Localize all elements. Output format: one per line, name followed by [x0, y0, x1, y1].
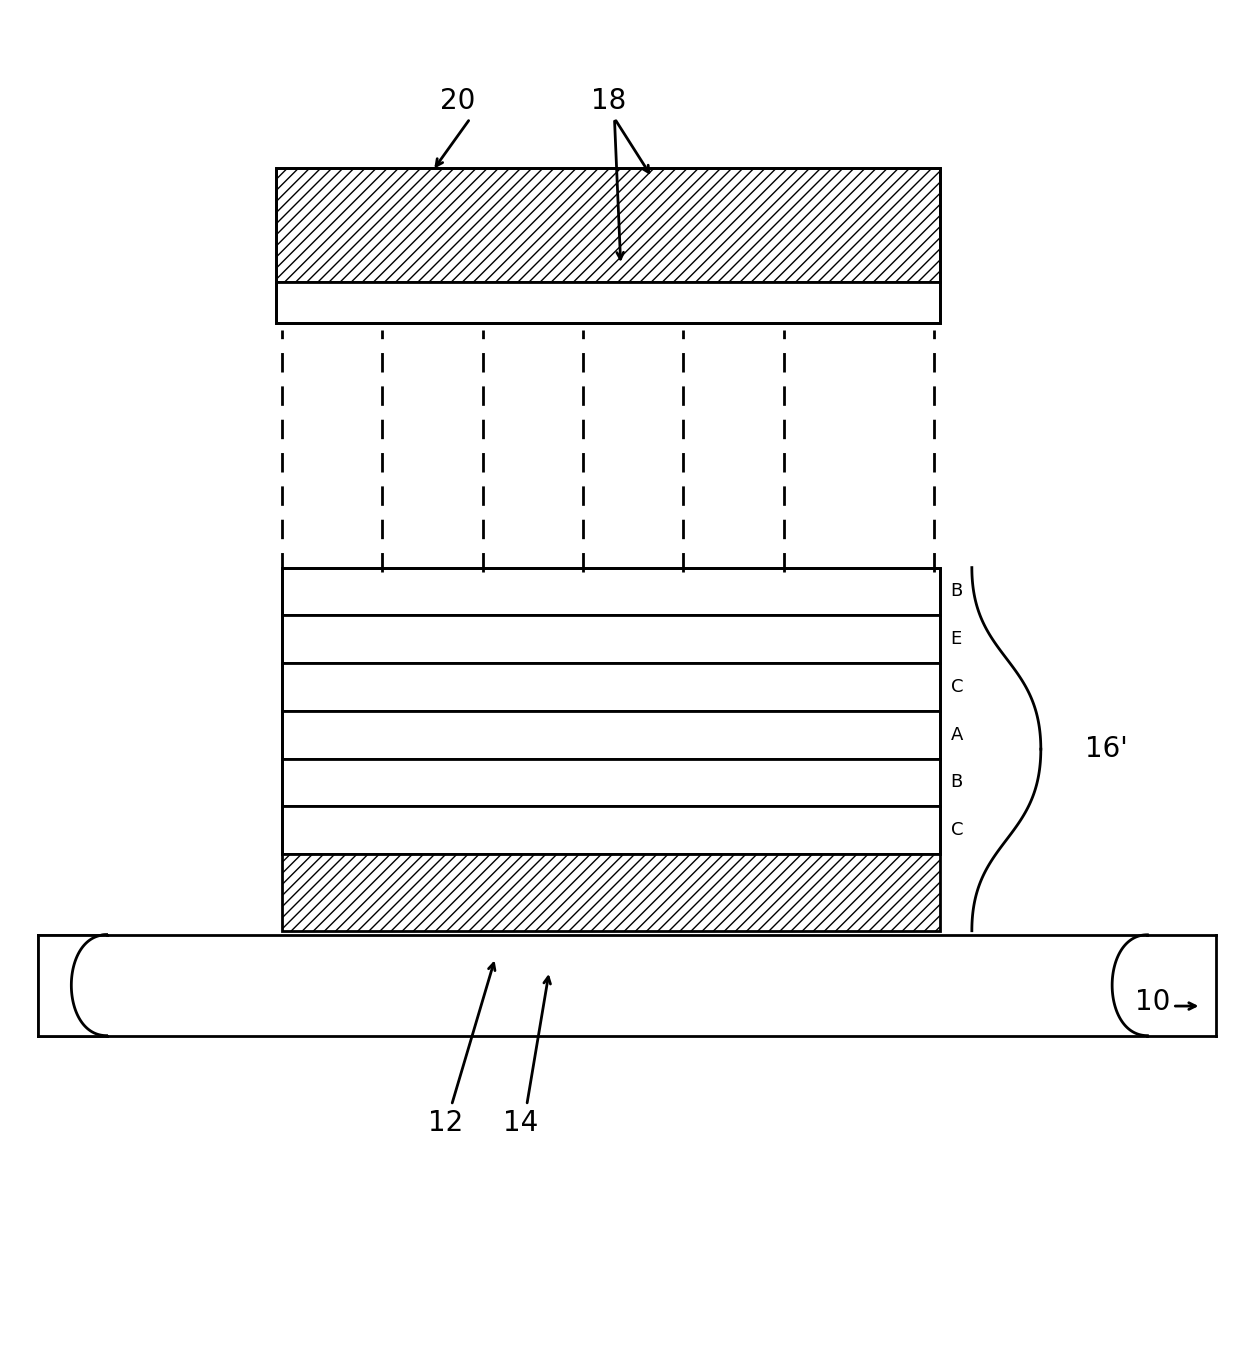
- Bar: [282, 663, 940, 710]
- Bar: [282, 616, 940, 663]
- Text: 16': 16': [1085, 736, 1127, 763]
- Bar: [276, 168, 940, 323]
- Text: 20: 20: [440, 87, 475, 114]
- Text: C: C: [951, 822, 963, 839]
- Bar: [282, 712, 940, 759]
- Text: A: A: [951, 726, 963, 744]
- Bar: [282, 854, 940, 931]
- Text: 14: 14: [503, 1110, 538, 1137]
- Text: 18: 18: [591, 87, 626, 114]
- Text: C: C: [951, 678, 963, 695]
- Bar: [282, 759, 940, 807]
- Text: B: B: [951, 582, 963, 600]
- Bar: [282, 568, 940, 616]
- Text: B: B: [951, 773, 963, 791]
- Bar: [276, 282, 940, 323]
- Text: E: E: [951, 631, 962, 648]
- Text: 12: 12: [428, 1110, 463, 1137]
- Bar: [282, 568, 940, 854]
- Bar: [276, 168, 940, 282]
- Bar: [282, 806, 940, 854]
- Text: 10: 10: [1135, 989, 1170, 1015]
